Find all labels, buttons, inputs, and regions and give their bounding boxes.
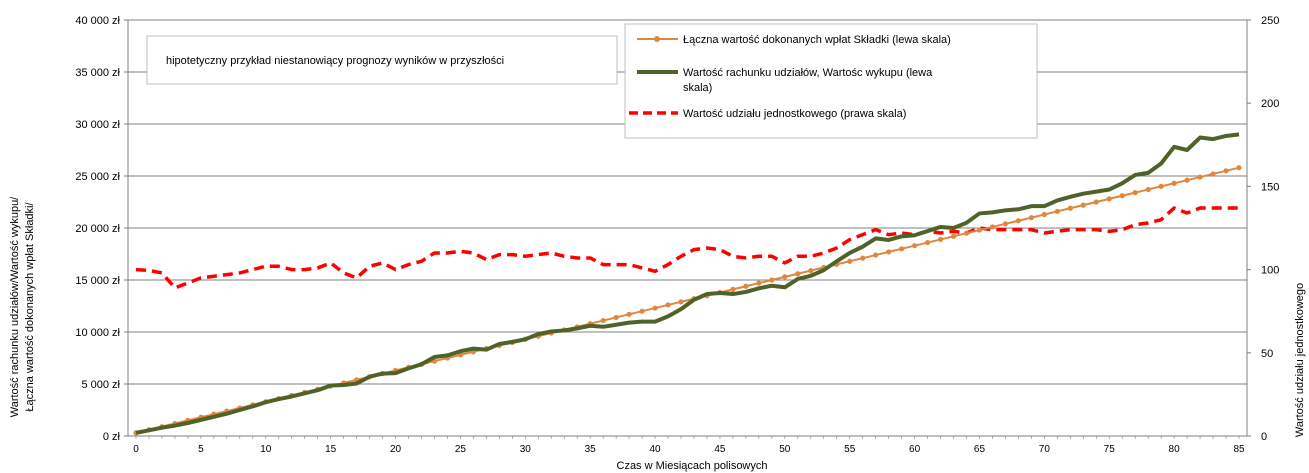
y-left-tick-label: 30 000 zł [75,119,120,131]
data-point [1133,190,1138,195]
data-point [847,259,852,264]
y-right-tick-label: 50 [1261,348,1273,360]
data-point [1016,218,1021,223]
data-point [1210,171,1215,176]
legend-item-contributions: Łączna wartość dokonanych wpłat Składki … [637,34,951,46]
x-tick-label: 0 [133,444,139,455]
x-tick-label: 10 [260,444,272,455]
note-box: hipotetyczny przykład niestanowiący prog… [147,36,617,84]
data-point [977,227,982,232]
data-point [756,281,761,286]
legend-label-unit-value: Wartość udziału jednostkowego (prawa ska… [683,108,906,120]
y-left-tick-label: 10 000 zł [75,327,120,339]
data-point [627,312,632,317]
x-tick-label: 45 [714,444,726,455]
legend-marker-contributions [654,36,660,42]
data-point [614,315,619,320]
data-point [769,277,774,282]
data-point [860,256,865,261]
y-right-tick-label: 200 [1261,98,1279,110]
data-point [951,234,956,239]
data-point [1120,193,1125,198]
data-point [990,224,995,229]
legend-label-contributions: Łączna wartość dokonanych wpłat Składki … [683,34,951,46]
legend: Łączna wartość dokonanych wpłat Składki … [625,24,1037,138]
x-tick-label: 35 [585,444,597,455]
data-point [639,309,644,314]
x-tick-label: 5 [198,444,204,455]
y-left-tick-label: 20 000 zł [75,223,120,235]
data-point [912,243,917,248]
y-right-tick-label: 100 [1261,265,1279,277]
data-point [730,287,735,292]
data-point [938,237,943,242]
data-point [1159,184,1164,189]
data-point [1081,203,1086,208]
data-point [873,252,878,257]
data-point [1107,196,1112,201]
y-right-tick-label: 150 [1261,181,1279,193]
series-layer [133,134,1241,435]
y-right-axis-title: Wartość udziału jednostkowego [1294,283,1306,437]
right-axis-ticks: 0 50 100 150 200 250 [1247,15,1279,443]
data-point [1197,174,1202,179]
x-tick-label: 65 [974,444,986,455]
data-point [886,249,891,254]
y-right-tick-label: 250 [1261,15,1279,27]
data-point [925,240,930,245]
y-left-axis-title-line1: Wartość rachunku udziałów/Wartość wykupu… [9,196,21,417]
x-tick-label: 25 [455,444,467,455]
y-left-tick-label: 35 000 zł [75,67,120,79]
x-tick-label: 20 [390,444,402,455]
x-tick-label: 80 [1169,444,1181,455]
series-line-1 [136,134,1239,432]
y-left-axis-title-line2: Łączna wartość dokonanych wpłat Składki/ [24,202,36,412]
data-point [1184,178,1189,183]
data-point [678,299,683,304]
x-tick-label: 85 [1233,444,1245,455]
x-tick-label: 55 [844,444,856,455]
data-point [1003,221,1008,226]
x-tick-label: 75 [1104,444,1116,455]
data-point [964,231,969,236]
data-point [1029,215,1034,220]
data-point [1068,206,1073,211]
y-left-tick-label: 15 000 zł [75,275,120,287]
data-point [899,246,904,251]
note-text: hipotetyczny przykład niestanowiący prog… [166,55,504,67]
data-point [808,268,813,273]
x-axis-ticks: 0 5 10 15 20 25 30 35 40 45 50 55 60 65 70 75 80 85 [133,436,1245,455]
x-axis-title: Czas w Miesiącach polisowych [617,460,768,472]
x-tick-label: 15 [325,444,337,455]
data-point [1223,168,1228,173]
data-point [1146,187,1151,192]
data-point [601,318,606,323]
y-left-tick-label: 40 000 zł [75,15,120,27]
data-point [782,274,787,279]
legend-label-account-value-line2: skala) [683,82,712,94]
data-point [1094,199,1099,204]
data-point [1172,181,1177,186]
data-point [743,284,748,289]
x-tick-label: 70 [1039,444,1051,455]
left-axis-ticks: 0 zł 5 000 zł 10 000 zł 15 000 zł 20 000 zł 2… [75,15,128,443]
x-tick-label: 30 [520,444,532,455]
data-point [1042,212,1047,217]
data-point [652,305,657,310]
y-right-tick-label: 0 [1261,431,1267,443]
x-tick-label: 60 [909,444,921,455]
data-point [1055,209,1060,214]
data-point [795,271,800,276]
data-point [665,302,670,307]
series-line-2 [136,208,1239,288]
legend-label-account-value-line1: Wartość rachunku udziałów, Wartośc wykup… [683,67,933,79]
y-left-tick-label: 0 zł [103,431,121,443]
data-point [1236,165,1241,170]
y-left-tick-label: 5 000 zł [81,379,120,391]
x-tick-label: 40 [649,444,661,455]
x-tick-label: 50 [779,444,791,455]
y-left-tick-label: 25 000 zł [75,171,120,183]
